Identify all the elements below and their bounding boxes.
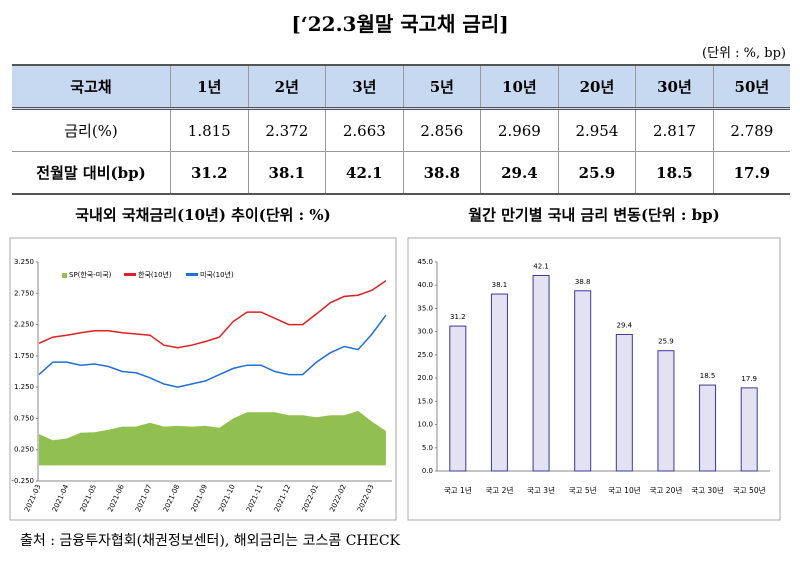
y-tick-label: 3.250	[14, 258, 34, 266]
cell: 42.1	[325, 151, 404, 195]
cell: 2.372	[247, 108, 326, 152]
chart-frame	[407, 237, 781, 521]
cell: 2.663	[325, 108, 404, 152]
cell: 25.9	[557, 151, 636, 195]
chart-frame	[9, 237, 397, 521]
legend-swatch	[62, 273, 67, 278]
bar	[699, 384, 717, 472]
y-tick-label: 30.0	[417, 328, 433, 336]
cell: 2.817	[635, 108, 714, 152]
legend-label: 미국(10년)	[200, 270, 234, 279]
cell: 38.8	[402, 151, 481, 195]
header-cell: 국고채	[12, 64, 171, 110]
legend-swatch	[124, 273, 136, 276]
y-tick-label: 15.0	[417, 397, 433, 405]
legend-swatch	[186, 273, 198, 276]
y-tick-label: 5.0	[422, 444, 433, 452]
y-tick-label: 1.750	[14, 352, 34, 360]
source-note: 출처 : 금융투자협회(채권정보센터), 해외금리는 코스콤 CHECK	[20, 533, 401, 549]
chart-title: 월간 만기별 국내 금리 변동(단위 : bp)	[468, 206, 720, 224]
x-tick-label: 국고 20년	[650, 485, 683, 495]
x-tick-label: 국고 5년	[569, 485, 597, 495]
cell: 31.2	[170, 151, 249, 195]
cell: 2.969	[480, 108, 559, 152]
header-cell: 10년	[480, 64, 559, 110]
area	[39, 410, 386, 466]
y-tick-label: 20.0	[417, 374, 433, 382]
cell: 금리(%)	[64, 122, 118, 140]
y-tick-label: 25.0	[417, 351, 433, 359]
row: 전월말 대비(bp) 31.2 38.1 42.1 38.8 29.4 25.9 18.5 17…	[12, 151, 790, 195]
legend-label: 한국(10년)	[138, 270, 172, 279]
cell: 전월말 대비(bp)	[12, 151, 171, 195]
header-cell: 20년	[557, 64, 636, 110]
x-tick-label: 국고 3년	[527, 485, 555, 495]
y-tick-label: 10.0	[417, 421, 433, 429]
header-cell: 30년	[635, 64, 714, 110]
y-tick-label: 0.750	[14, 414, 34, 422]
cell: 38.1	[247, 151, 326, 195]
cell: 18.5	[635, 151, 714, 195]
header-cell: 5년	[402, 64, 481, 110]
value-label: 25.9	[658, 338, 674, 346]
y-tick-label: 35.0	[417, 304, 433, 312]
cell: 2.789	[712, 108, 790, 152]
header-cell: 1년	[170, 64, 249, 110]
x-tick-label: 국고 30년	[691, 485, 724, 495]
line	[38, 314, 387, 388]
y-tick-label: 40.0	[417, 281, 433, 289]
rate-table: 국고채 1년 2년 3년 5년 10년 20년 30년 50년 금리(%) 1.815 2.372 2…	[12, 64, 790, 195]
bar	[574, 290, 592, 472]
cell: 1.815	[170, 108, 249, 152]
bar	[615, 333, 633, 472]
value-label: 38.1	[492, 281, 508, 289]
value-label: 38.8	[575, 278, 591, 286]
x-tick-label: 국고 10년	[608, 485, 641, 495]
header-cell: 3년	[325, 64, 404, 110]
cell: 17.9	[712, 151, 790, 195]
y-tick-label: 1.250	[14, 383, 34, 391]
unit: (단위 : %, bp)	[702, 46, 786, 61]
y-tick-label: 2.750	[14, 289, 34, 297]
x-tick-label: 국고 50년	[733, 485, 766, 495]
header-cell: 50년	[712, 64, 790, 110]
y-tick-label: -0.250	[11, 477, 34, 485]
value-label: 42.1	[533, 262, 549, 270]
y-tick-label: 0.0	[422, 467, 433, 475]
row: 금리(%) 1.815 2.372 2.663 2.856 2.969 2.954 2.817…	[12, 108, 790, 152]
doc-title: [‘22.3월말 국고채 금리]	[291, 12, 509, 36]
cell: 2.856	[402, 108, 481, 152]
bar	[532, 274, 550, 472]
bar	[657, 350, 675, 472]
y-tick-label: 2.250	[14, 321, 34, 329]
cell: 2.954	[557, 108, 636, 152]
chart-title: 국내외 국채금리(10년) 추이(단위 : %)	[75, 206, 331, 224]
line	[38, 280, 387, 349]
value-label: 17.9	[741, 375, 757, 383]
y-tick-label: 0.250	[14, 446, 34, 454]
header-row: 국고채 1년 2년 3년 5년 10년 20년 30년 50년	[12, 64, 790, 110]
x-tick-label: 국고 2년	[486, 485, 514, 495]
x-tick-label: 국고 1년	[444, 485, 472, 495]
value-label: 29.4	[617, 321, 633, 329]
y-tick-label: 45.0	[417, 258, 433, 266]
cell: 29.4	[480, 151, 559, 195]
legend-label: SP(한국-미국)	[69, 270, 112, 279]
bar	[449, 325, 467, 472]
bar	[740, 387, 758, 472]
value-label: 31.2	[450, 313, 466, 321]
value-label: 18.5	[700, 372, 716, 380]
bar	[490, 293, 508, 472]
header-cell: 2년	[247, 64, 326, 110]
